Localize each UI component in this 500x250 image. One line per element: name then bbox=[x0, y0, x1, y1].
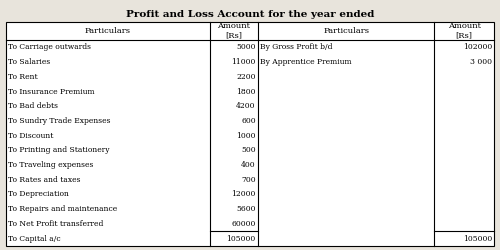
Text: Amount
[Rs]: Amount [Rs] bbox=[218, 22, 250, 40]
Text: To Net Profit transferred: To Net Profit transferred bbox=[8, 220, 104, 228]
Text: Particulars: Particulars bbox=[85, 27, 131, 35]
Text: 1800: 1800 bbox=[236, 88, 256, 96]
Text: 105000: 105000 bbox=[226, 235, 256, 243]
Text: 1000: 1000 bbox=[236, 132, 256, 140]
Text: To Printing and Stationery: To Printing and Stationery bbox=[8, 146, 110, 154]
Text: To Rates and taxes: To Rates and taxes bbox=[8, 176, 81, 184]
Text: 4200: 4200 bbox=[236, 102, 256, 110]
Text: To Repairs and maintenance: To Repairs and maintenance bbox=[8, 205, 117, 213]
Text: Amount
[Rs]: Amount [Rs] bbox=[448, 22, 480, 40]
Text: To Carriage outwards: To Carriage outwards bbox=[8, 43, 91, 51]
Text: To Rent: To Rent bbox=[8, 73, 38, 81]
Text: 105000: 105000 bbox=[463, 235, 492, 243]
Text: To Depreciation: To Depreciation bbox=[8, 190, 69, 198]
Text: To Traveling expenses: To Traveling expenses bbox=[8, 161, 93, 169]
Text: 3 000: 3 000 bbox=[470, 58, 492, 66]
Text: By Gross Profit b/d: By Gross Profit b/d bbox=[260, 43, 332, 51]
Text: 600: 600 bbox=[241, 117, 256, 125]
Text: 500: 500 bbox=[241, 146, 256, 154]
Text: To Sundry Trade Expenses: To Sundry Trade Expenses bbox=[8, 117, 111, 125]
Text: To Bad debts: To Bad debts bbox=[8, 102, 58, 110]
Text: 12000: 12000 bbox=[232, 190, 256, 198]
Text: Profit and Loss Account for the year ended: Profit and Loss Account for the year end… bbox=[126, 10, 374, 19]
Text: 5600: 5600 bbox=[236, 205, 256, 213]
Text: 5000: 5000 bbox=[236, 43, 256, 51]
Text: 2200: 2200 bbox=[236, 73, 256, 81]
Text: Particulars: Particulars bbox=[323, 27, 369, 35]
Bar bbox=[6, 22, 494, 246]
Text: To Insurance Premium: To Insurance Premium bbox=[8, 88, 94, 96]
Text: 102000: 102000 bbox=[463, 43, 492, 51]
Text: 400: 400 bbox=[241, 161, 256, 169]
Text: 11000: 11000 bbox=[232, 58, 256, 66]
Text: By Apprentice Premium: By Apprentice Premium bbox=[260, 58, 352, 66]
Text: To Discount: To Discount bbox=[8, 132, 54, 140]
Text: To Salaries: To Salaries bbox=[8, 58, 50, 66]
Bar bbox=[6, 22, 494, 246]
Text: To Capital a/c: To Capital a/c bbox=[8, 235, 60, 243]
Text: 700: 700 bbox=[241, 176, 256, 184]
Text: 60000: 60000 bbox=[232, 220, 256, 228]
